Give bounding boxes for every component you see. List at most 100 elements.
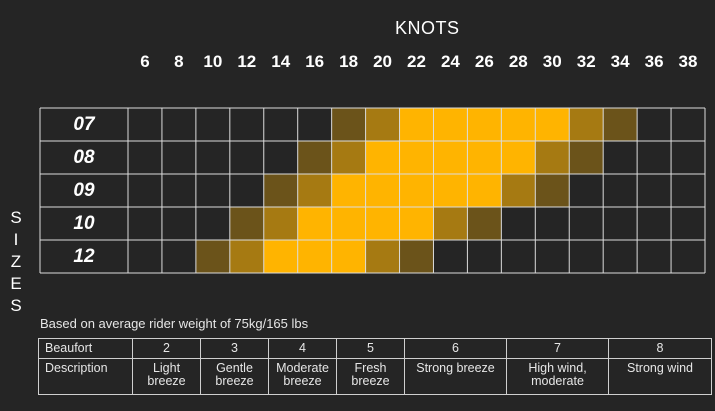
knot-tick-label: 32 [576, 52, 596, 71]
sizes-axis-letter: Z [10, 252, 22, 271]
wind-range-cell [637, 240, 671, 273]
wind-range-cell [365, 240, 400, 273]
wind-range-chart [39, 107, 706, 274]
wind-range-cell [297, 240, 332, 273]
wind-range-cell [399, 141, 434, 174]
beaufort-description: Moderate breeze [268, 358, 337, 395]
beaufort-description: Strong breeze [404, 358, 507, 395]
knot-tick-label: 8 [174, 52, 184, 71]
wind-range-cell [603, 141, 637, 174]
wind-range-cell [196, 174, 230, 207]
wind-range-cell [365, 174, 400, 207]
wind-range-cell [671, 207, 705, 240]
wind-range-cell [297, 141, 332, 174]
wind-range-cell [535, 240, 569, 273]
knot-tick-label: 36 [644, 52, 664, 71]
wind-range-cell [535, 108, 570, 141]
knot-tick-label: 18 [339, 52, 359, 71]
wind-range-cell [331, 174, 366, 207]
wind-range-cell [263, 207, 298, 240]
wind-range-cell [433, 207, 468, 240]
wind-range-cell [230, 174, 264, 207]
knot-tick-label: 20 [373, 52, 392, 71]
size-label: 10 [73, 213, 95, 234]
wind-range-cell [433, 240, 467, 273]
wind-range-cell [569, 141, 604, 174]
wind-range-cell [671, 174, 705, 207]
wind-range-cell [501, 207, 535, 240]
wind-range-cell [331, 141, 366, 174]
wind-range-cell [264, 108, 298, 141]
knot-tick-label: 16 [305, 52, 325, 71]
wind-range-cell [603, 174, 637, 207]
wind-range-cell [433, 108, 468, 141]
wind-range-cell [230, 141, 264, 174]
wind-range-cell [569, 240, 603, 273]
wind-range-cell [365, 141, 400, 174]
wind-range-cell [162, 174, 196, 207]
sizes-axis-letter: S [10, 208, 22, 227]
wind-range-cell [433, 141, 468, 174]
wind-range-cell [128, 240, 162, 273]
knot-tick-label: 14 [271, 52, 291, 71]
wind-range-cell [671, 240, 705, 273]
beaufort-number: 6 [404, 338, 507, 359]
wind-range-cell [331, 240, 366, 273]
sizes-axis-letter: I [13, 230, 19, 249]
beaufort-row-label: Beaufort [38, 338, 133, 359]
wind-range-cell [399, 240, 434, 273]
wind-range-cell [603, 108, 638, 141]
wind-range-cell [433, 174, 468, 207]
wind-range-cell [637, 207, 671, 240]
wind-range-cell [128, 207, 162, 240]
wind-range-cell [467, 141, 502, 174]
wind-range-cell [162, 108, 196, 141]
knots-axis-title: KNOTS [395, 18, 460, 38]
knot-tick-label: 10 [203, 52, 223, 71]
wind-range-cell [195, 240, 230, 273]
wind-range-cell [365, 108, 400, 141]
wind-range-cell [535, 141, 570, 174]
wind-range-cell [501, 174, 536, 207]
beaufort-description-row: Description Light breeze Gentle breeze Mod… [38, 358, 712, 395]
wind-range-cell [331, 207, 366, 240]
wind-range-cell [535, 207, 569, 240]
description-row-label: Description [38, 358, 133, 395]
wind-range-cell [467, 240, 501, 273]
wind-range-cell [467, 174, 502, 207]
size-label: 07 [73, 114, 95, 135]
wind-range-cell [399, 108, 434, 141]
beaufort-description: High wind, moderate [506, 358, 609, 395]
knot-tick-label: 12 [237, 52, 257, 71]
rider-weight-note: Based on average rider weight of 75kg/16… [40, 316, 309, 331]
wind-range-cell [128, 108, 162, 141]
wind-range-cell [162, 240, 196, 273]
wind-range-cell [501, 240, 535, 273]
wind-range-cell [263, 174, 298, 207]
sizes-axis-letter: S [10, 296, 22, 315]
wind-range-cell [297, 207, 332, 240]
wind-range-cell [399, 174, 434, 207]
knot-tick-label: 26 [474, 52, 494, 71]
wind-range-cell [671, 108, 705, 141]
wind-range-cell [535, 174, 570, 207]
wind-range-cell [297, 174, 332, 207]
beaufort-table: Beaufort 2 3 4 5 6 7 8 Description Light… [38, 338, 712, 395]
wind-range-cell [603, 240, 637, 273]
wind-range-cell [603, 207, 637, 240]
wind-range-cell [467, 108, 502, 141]
beaufort-description: Strong wind [608, 358, 712, 395]
wind-range-cell [263, 240, 298, 273]
wind-range-cell [196, 207, 230, 240]
knot-tick-label: 34 [610, 52, 630, 71]
wind-range-cell [637, 174, 671, 207]
beaufort-description: Gentle breeze [200, 358, 269, 395]
knot-tick-labels: 6 8 10 12 14 16 18 20 22 24 26 28 30 32 34 36 38 [0, 0, 715, 100]
wind-range-cell [162, 141, 196, 174]
beaufort-number: 3 [200, 338, 269, 359]
beaufort-number: 5 [336, 338, 405, 359]
beaufort-number: 2 [132, 338, 201, 359]
wind-range-cell [298, 108, 332, 141]
wind-range-cell [637, 141, 671, 174]
wind-range-cell [196, 141, 230, 174]
